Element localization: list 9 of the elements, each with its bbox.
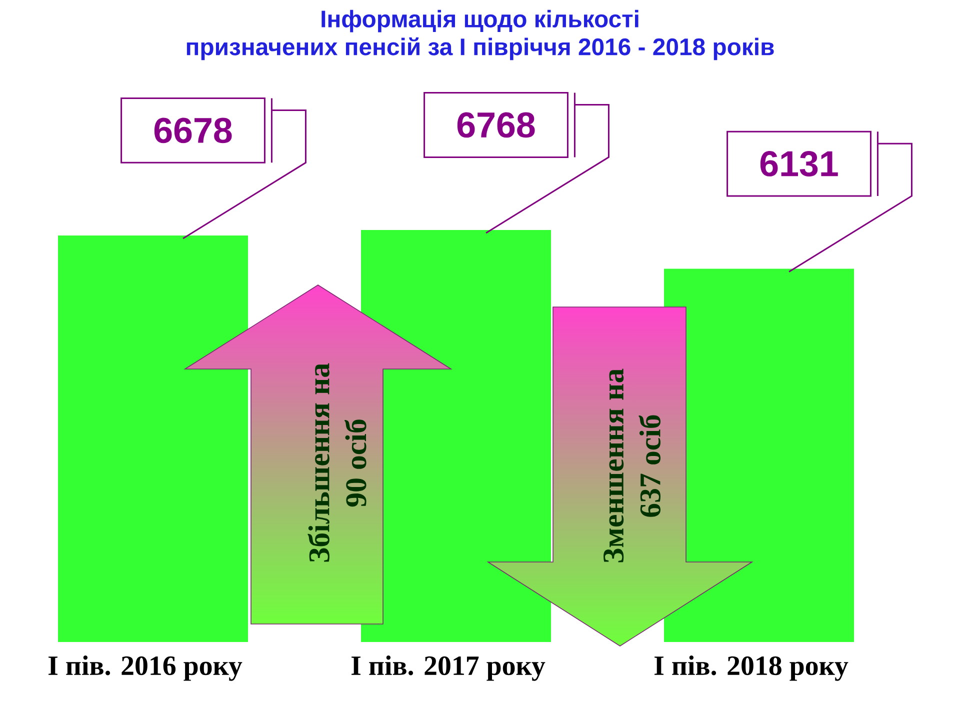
data-label: 6768 <box>457 112 535 138</box>
chart-title: Інформація щодо кількості призначених пенсій за І півріччя 2016 - 2018 років <box>186 10 774 60</box>
data-label: 6678 <box>154 118 232 144</box>
x-tick-label: І пів. 2017 року <box>352 656 546 681</box>
annotation: Зменшення на 637 осіб <box>604 368 660 562</box>
x-tick-label: І пів. 2018 року <box>654 656 848 681</box>
data-label: 6131 <box>760 151 838 176</box>
x-tick-label: І пів. 2016 року <box>48 656 242 681</box>
annotation: Збільшення на 90 осіб <box>308 363 366 562</box>
